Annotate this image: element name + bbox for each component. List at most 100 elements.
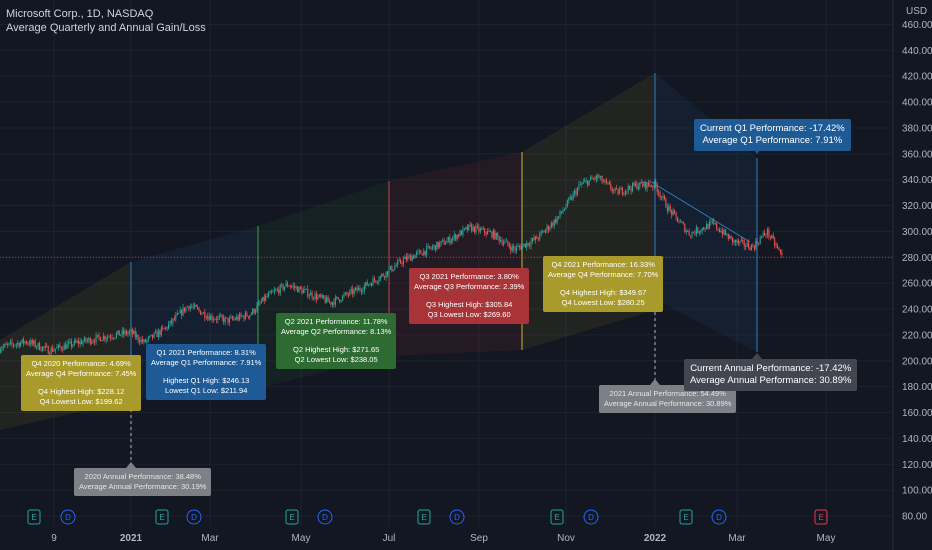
q1-2021-low: Lowest Q1 Low: $211.94 [164, 386, 248, 395]
candle-body [50, 348, 52, 355]
candle-body [516, 246, 518, 251]
candle-body [765, 234, 767, 236]
candle-body [123, 330, 125, 334]
time-axis: 9 2021 Mar May Jul Sep Nov 2022 Mar May [51, 533, 835, 544]
q1-2021-performance: Q1 2021 Performance: 8.31% [156, 348, 256, 357]
candle-body [233, 318, 235, 320]
candle-body [713, 221, 715, 224]
candle-body [495, 232, 497, 240]
candle-body [230, 317, 232, 319]
candle-body [259, 302, 261, 304]
candle-body [234, 318, 236, 320]
candle-body [269, 291, 271, 294]
candle-body [737, 240, 739, 244]
candle-body [40, 349, 42, 351]
candle-body [531, 238, 534, 242]
annual-2021-pointer [650, 379, 660, 385]
candle-body [281, 284, 283, 286]
q3-2021-box: Q3 2021 Performance: 3.80% Average Q3 Pe… [409, 268, 530, 324]
trend-line [647, 179, 751, 243]
candle-body [353, 289, 355, 295]
candle-body [405, 256, 407, 261]
candle-body [1, 348, 3, 350]
candle-body [697, 227, 699, 233]
candle-body [130, 329, 132, 332]
x-tick-label: May [817, 533, 836, 544]
candle-body [597, 175, 599, 178]
candle-body [176, 313, 178, 316]
candles [0, 173, 783, 357]
candle-body [107, 336, 109, 339]
candle-body [244, 312, 246, 320]
candle-body [749, 248, 751, 251]
candle-body [458, 234, 460, 237]
candle-body [723, 229, 725, 235]
candle-body [172, 318, 174, 324]
candle-body [20, 342, 22, 347]
candle-body [76, 341, 78, 343]
candle-body [212, 319, 215, 321]
y-tick-label: 220.00 [902, 330, 932, 341]
candle-body [439, 242, 441, 248]
candle-body [520, 246, 522, 250]
candle-body [208, 316, 210, 321]
candle-body [460, 230, 463, 236]
candle-body [24, 341, 26, 344]
candle-body [357, 287, 360, 291]
candle-body [321, 295, 323, 297]
candle-body [443, 240, 445, 245]
candle-body [658, 192, 660, 194]
earnings-icon: E [679, 509, 693, 525]
candle-body [582, 182, 584, 184]
candle-body [568, 198, 570, 201]
candle-body [401, 263, 403, 264]
candle-body [121, 330, 123, 335]
candle-body [563, 209, 565, 211]
candle-body [452, 237, 454, 241]
y-tick-label: 440.00 [902, 46, 932, 57]
candle-body [585, 180, 587, 182]
candle-body [220, 315, 222, 317]
candle-body [543, 231, 545, 233]
candle-body [263, 296, 265, 301]
candle-body [307, 288, 309, 297]
candle-body [662, 195, 664, 198]
candle-body [211, 315, 213, 320]
candle-body [629, 186, 631, 189]
candle-body [555, 219, 557, 223]
candle-body [186, 306, 188, 308]
candle-body [772, 235, 774, 239]
candle-body [349, 290, 351, 295]
candle-body [282, 284, 284, 290]
y-tick-label: 260.00 [902, 279, 932, 290]
candle-body [23, 339, 25, 344]
candle-body [471, 224, 473, 232]
candle-body [82, 341, 84, 345]
candle-body [224, 317, 226, 323]
y-tick-label: 320.00 [902, 201, 932, 212]
candle-body [18, 342, 20, 347]
candle-body [83, 337, 86, 342]
candle-body [86, 340, 88, 342]
dividend-icon: D [583, 509, 599, 525]
candle-body [572, 193, 574, 200]
candle-body [527, 243, 529, 246]
candle-body [120, 334, 122, 336]
q2-2021-low: Q2 Lowest Low: $238.05 [294, 355, 378, 364]
candle-body [724, 229, 726, 235]
candle-body [115, 333, 117, 338]
candle-body [147, 337, 149, 341]
q4-2021-performance: Q4 2021 Performance: 16.33% [551, 260, 655, 269]
candle-body [411, 256, 413, 261]
candle-body [366, 282, 368, 286]
candle-body [414, 254, 416, 259]
candle-body [66, 344, 68, 350]
candle-body [141, 339, 144, 342]
y-tick-label: 280.00 [902, 253, 932, 264]
candle-body [726, 234, 728, 236]
candle-body [685, 231, 687, 233]
candle-body [632, 182, 634, 191]
candle-body [346, 292, 348, 295]
candle-body [292, 285, 294, 287]
candle-body [511, 245, 513, 251]
